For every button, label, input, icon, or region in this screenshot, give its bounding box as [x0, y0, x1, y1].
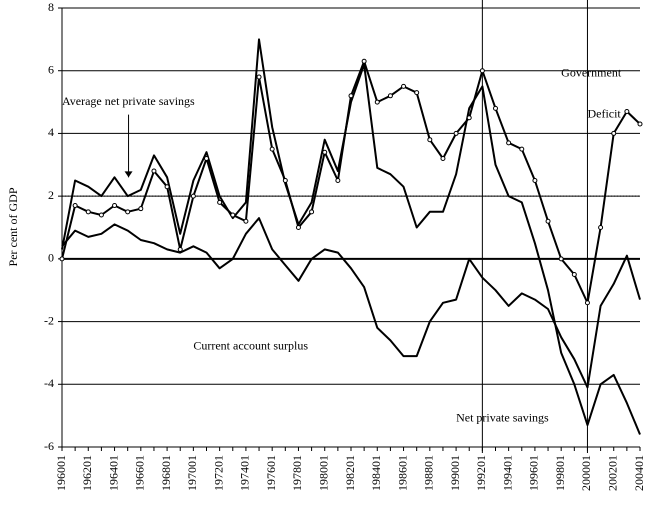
- y-tick-label: 6: [48, 62, 54, 76]
- x-tick-label: 198801: [422, 455, 436, 491]
- x-tick-label: 198601: [395, 455, 409, 491]
- x-tick-label: 198001: [316, 455, 330, 491]
- annotation-arrowhead: [124, 171, 133, 178]
- series-marker: [282, 177, 288, 183]
- series-marker: [125, 209, 131, 215]
- series-marker: [269, 146, 275, 152]
- y-tick-label: 4: [48, 125, 54, 139]
- y-axis-label: Per cent of GDP: [6, 187, 20, 266]
- x-tick-label: 196201: [80, 455, 94, 491]
- series-marker: [427, 137, 433, 143]
- series-marker: [335, 177, 341, 183]
- x-tick-label: 198201: [343, 455, 357, 491]
- series-marker: [138, 206, 144, 212]
- series-marker: [256, 74, 262, 80]
- x-tick-label: 197401: [238, 455, 252, 491]
- series-marker: [295, 225, 301, 230]
- x-tick-label: 200201: [605, 455, 619, 491]
- series-marker: [506, 140, 512, 146]
- series-marker: [558, 256, 564, 262]
- series-marker: [584, 300, 590, 306]
- y-tick-label: -4: [44, 376, 54, 390]
- y-tick-label: 8: [48, 0, 54, 14]
- y-tick-label: -2: [44, 313, 54, 327]
- series-marker: [545, 218, 551, 224]
- annotation: Average net private savings: [62, 94, 195, 108]
- annotation: Deficit: [587, 106, 621, 120]
- series-marker: [571, 272, 577, 278]
- series-marker: [348, 93, 354, 99]
- series-marker: [217, 199, 223, 205]
- series-marker: [493, 105, 498, 111]
- series-marker: [479, 68, 485, 74]
- series-marker: [414, 90, 420, 96]
- x-tick-label: 200001: [579, 455, 593, 491]
- y-tick-label: 0: [48, 251, 54, 265]
- series-marker: [164, 184, 170, 190]
- series-marker: [611, 130, 617, 136]
- series-marker: [85, 209, 91, 215]
- x-tick-label: 197801: [290, 455, 304, 491]
- series-marker: [637, 121, 643, 127]
- x-tick-label: 197001: [185, 455, 199, 491]
- series-marker: [361, 58, 367, 64]
- x-tick-label: 196001: [54, 455, 68, 491]
- series-marker: [204, 156, 209, 162]
- x-tick-label: 199001: [448, 455, 462, 491]
- series-marker: [230, 212, 236, 218]
- x-tick-label: 199201: [474, 455, 488, 491]
- x-tick-label: 197601: [264, 455, 278, 491]
- x-tick-label: 198401: [369, 455, 383, 491]
- series-line: [61, 217, 641, 389]
- series-marker: [59, 256, 65, 262]
- series-marker: [598, 225, 604, 230]
- x-tick-label: 199601: [527, 455, 541, 491]
- series-marker: [190, 193, 196, 199]
- series-marker: [151, 168, 157, 174]
- series-marker: [466, 115, 472, 121]
- annotation: Government: [561, 66, 622, 80]
- series-marker: [387, 93, 393, 99]
- annotation: Current account surplus: [193, 338, 308, 352]
- x-tick-label: 200401: [632, 455, 646, 491]
- x-tick-label: 196401: [106, 455, 120, 491]
- x-tick-label: 196801: [159, 455, 173, 491]
- series-marker: [374, 99, 380, 105]
- series-marker: [401, 83, 407, 89]
- series-marker: [532, 177, 538, 183]
- x-tick-label: 199801: [553, 455, 567, 491]
- series-marker: [309, 209, 315, 215]
- series-marker: [453, 130, 459, 136]
- series-marker: [519, 146, 525, 152]
- y-tick-label: -6: [44, 439, 54, 453]
- series-marker: [322, 149, 328, 155]
- series-marker: [72, 203, 78, 209]
- series-marker: [112, 203, 118, 209]
- series-marker: [624, 108, 630, 114]
- series-marker: [177, 246, 183, 252]
- series-marker: [440, 156, 446, 162]
- series-marker: [243, 218, 249, 224]
- y-tick-label: 2: [48, 188, 54, 202]
- series-marker: [98, 212, 104, 218]
- x-tick-label: 199401: [500, 455, 514, 491]
- x-tick-label: 196601: [133, 455, 147, 491]
- annotation: Net private savings: [456, 411, 549, 425]
- x-tick-label: 197201: [211, 455, 225, 491]
